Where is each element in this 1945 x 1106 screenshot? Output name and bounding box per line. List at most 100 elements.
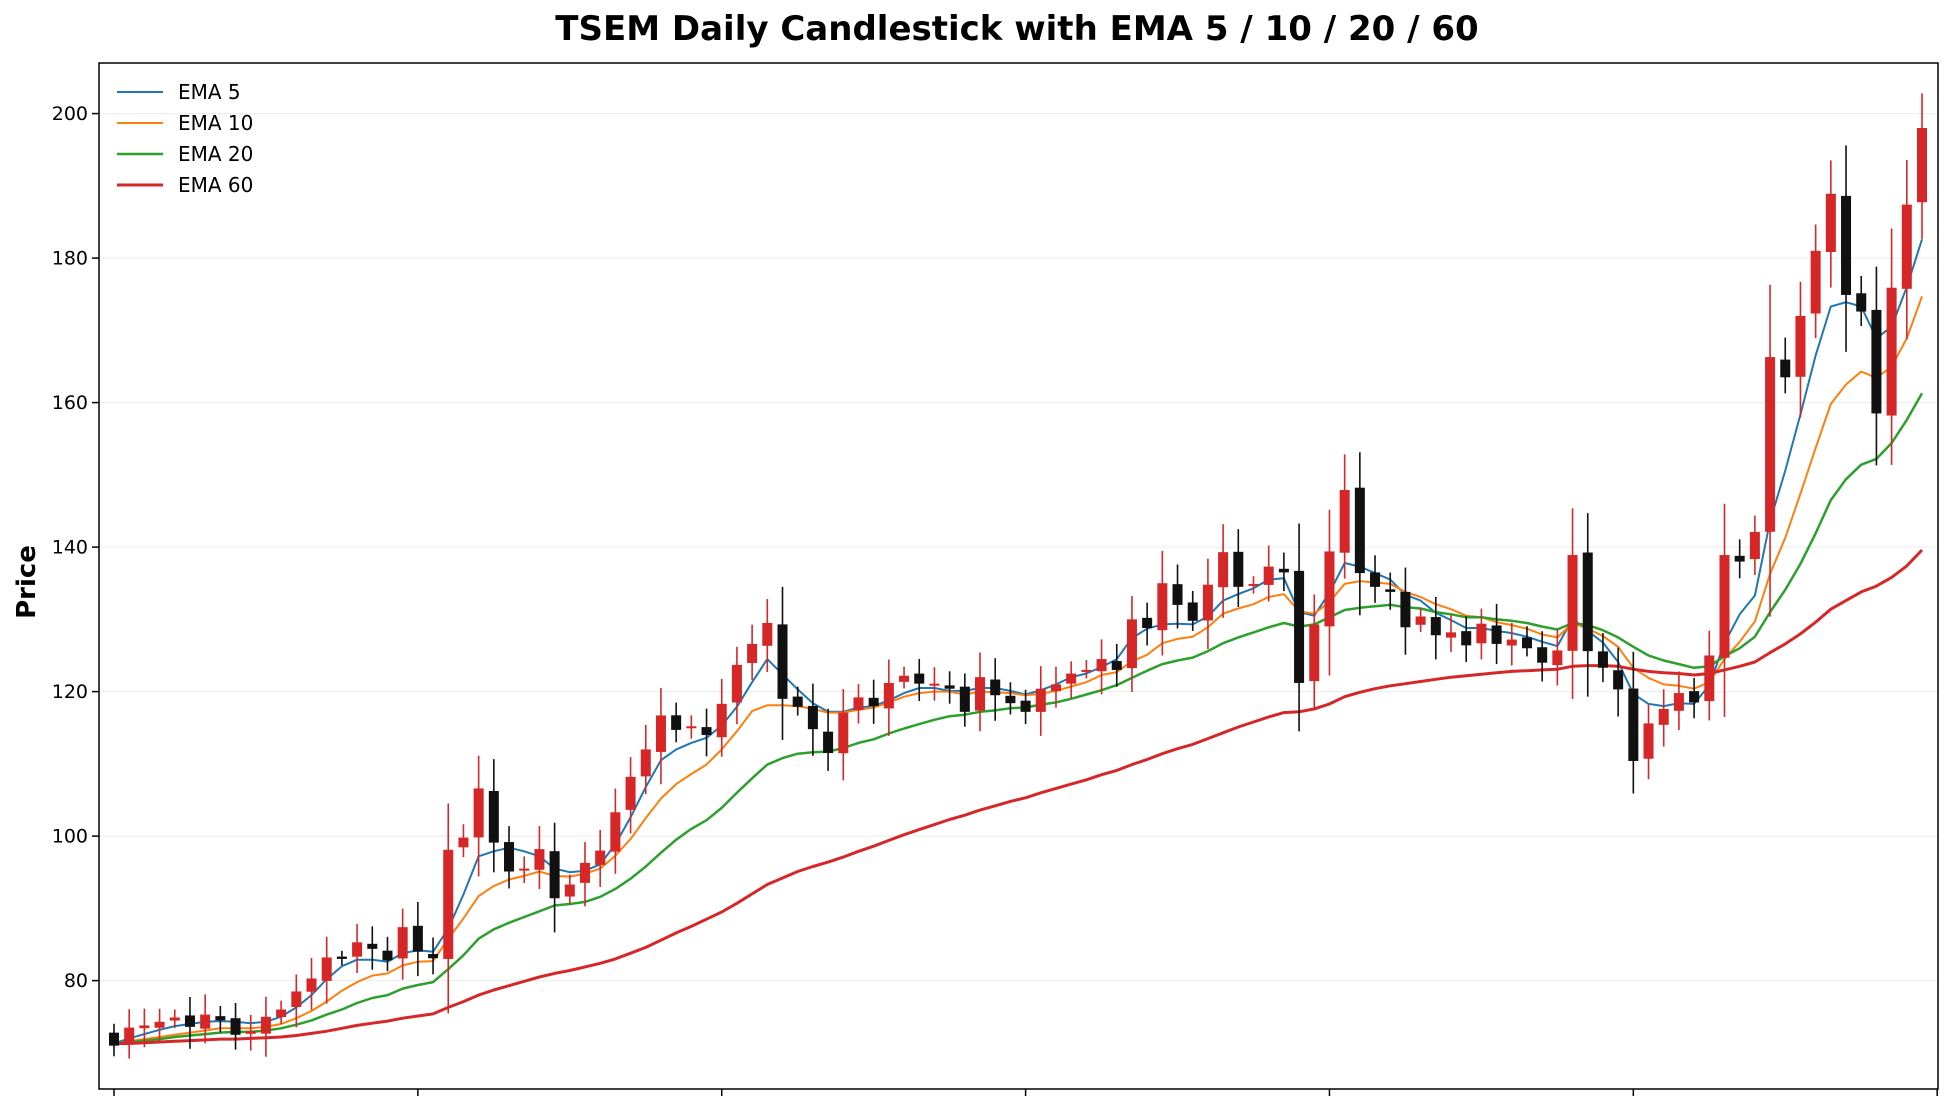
candle-body — [139, 1025, 150, 1029]
candle-body — [1613, 670, 1624, 690]
candle — [899, 666, 910, 689]
candle-body — [823, 731, 834, 754]
candle — [1521, 626, 1532, 657]
candle-body — [1521, 637, 1532, 649]
y-axis-label: Price — [12, 545, 42, 619]
candle-body — [1430, 617, 1441, 636]
candle — [625, 757, 636, 834]
candle — [1765, 284, 1776, 617]
candle-body — [1673, 693, 1684, 711]
candle-body — [1096, 659, 1107, 672]
candle-body — [853, 697, 864, 711]
candle — [352, 923, 363, 974]
candle-body — [959, 686, 970, 712]
candle — [640, 724, 651, 795]
candle-body — [1856, 293, 1867, 312]
candle-body — [610, 812, 621, 852]
candle — [1749, 515, 1760, 576]
candle — [1719, 503, 1730, 717]
candle-body — [762, 622, 773, 646]
candle — [777, 586, 788, 741]
candle — [1916, 93, 1928, 239]
candle-body — [868, 697, 879, 707]
candle-body — [488, 790, 499, 843]
candle — [595, 829, 606, 887]
candle — [1552, 629, 1563, 686]
candle-body — [792, 696, 803, 707]
candle-body — [807, 705, 818, 730]
candle — [184, 996, 195, 1049]
candle — [1005, 682, 1016, 715]
candle-body — [1278, 568, 1289, 573]
candle-body — [412, 925, 423, 952]
candle — [473, 755, 484, 877]
x-axis — [113, 1089, 1938, 1096]
candle — [1248, 576, 1259, 594]
candle — [215, 1005, 226, 1033]
candle-body — [108, 1032, 120, 1046]
candle — [579, 842, 591, 907]
candle — [1886, 228, 1897, 465]
legend: EMA 5 EMA 10 EMA 20 EMA 60 — [117, 80, 253, 197]
candle-body — [306, 978, 317, 992]
candle — [959, 673, 970, 727]
candle-body — [686, 726, 697, 729]
candle-body — [291, 991, 302, 1007]
candlesticks — [108, 93, 1928, 1059]
candle-body — [443, 849, 454, 959]
candle-body — [1658, 708, 1669, 725]
candle — [1263, 545, 1274, 602]
candle-body — [625, 776, 636, 810]
candle — [762, 599, 773, 673]
candle-body — [1476, 623, 1487, 644]
candle — [230, 1003, 241, 1050]
candle-body — [1795, 315, 1806, 377]
candle — [1096, 639, 1107, 695]
candle — [655, 687, 666, 785]
candle-body — [595, 850, 606, 865]
candle-body — [1111, 661, 1122, 670]
candle-body — [1202, 584, 1213, 621]
candle-body — [701, 727, 712, 735]
candle-body — [1749, 531, 1760, 560]
chart-title: TSEM Daily Candlestick with EMA 5 / 10 /… — [555, 9, 1478, 49]
candle — [1871, 266, 1882, 466]
candle-body — [230, 1018, 241, 1035]
candle — [975, 652, 986, 732]
y-tick-label: 100 — [52, 826, 88, 848]
candle — [853, 684, 864, 724]
candle — [1385, 572, 1396, 610]
candle — [1339, 454, 1350, 579]
candle — [1142, 602, 1153, 646]
candle-body — [367, 943, 378, 949]
candle-body — [1780, 359, 1791, 378]
candle — [458, 824, 469, 858]
candle-body — [1886, 287, 1897, 416]
candle — [1445, 614, 1457, 653]
candle-body — [1628, 688, 1639, 761]
candle — [564, 874, 575, 905]
y-tick-label: 160 — [52, 392, 88, 414]
candle-body — [1005, 695, 1016, 704]
candle — [610, 788, 621, 874]
candle — [990, 658, 1001, 721]
candle — [1400, 567, 1411, 655]
candle — [488, 759, 499, 873]
candle — [747, 624, 758, 680]
candle-body — [579, 862, 591, 883]
candle — [291, 974, 302, 1028]
y-tick-label: 200 — [52, 103, 88, 125]
candle — [1278, 552, 1289, 592]
candle-body — [382, 950, 393, 961]
candle — [321, 936, 332, 1004]
candle-body — [397, 927, 408, 959]
candle-body — [473, 788, 484, 838]
candle-body — [1354, 487, 1365, 574]
series-line-ema-20 — [113, 392, 1924, 1045]
candle-body — [1841, 195, 1852, 295]
candle — [1825, 160, 1836, 288]
grid-lines — [99, 113, 1938, 982]
candle — [443, 803, 454, 1014]
candle — [1506, 622, 1517, 666]
candle-body — [1582, 552, 1593, 652]
